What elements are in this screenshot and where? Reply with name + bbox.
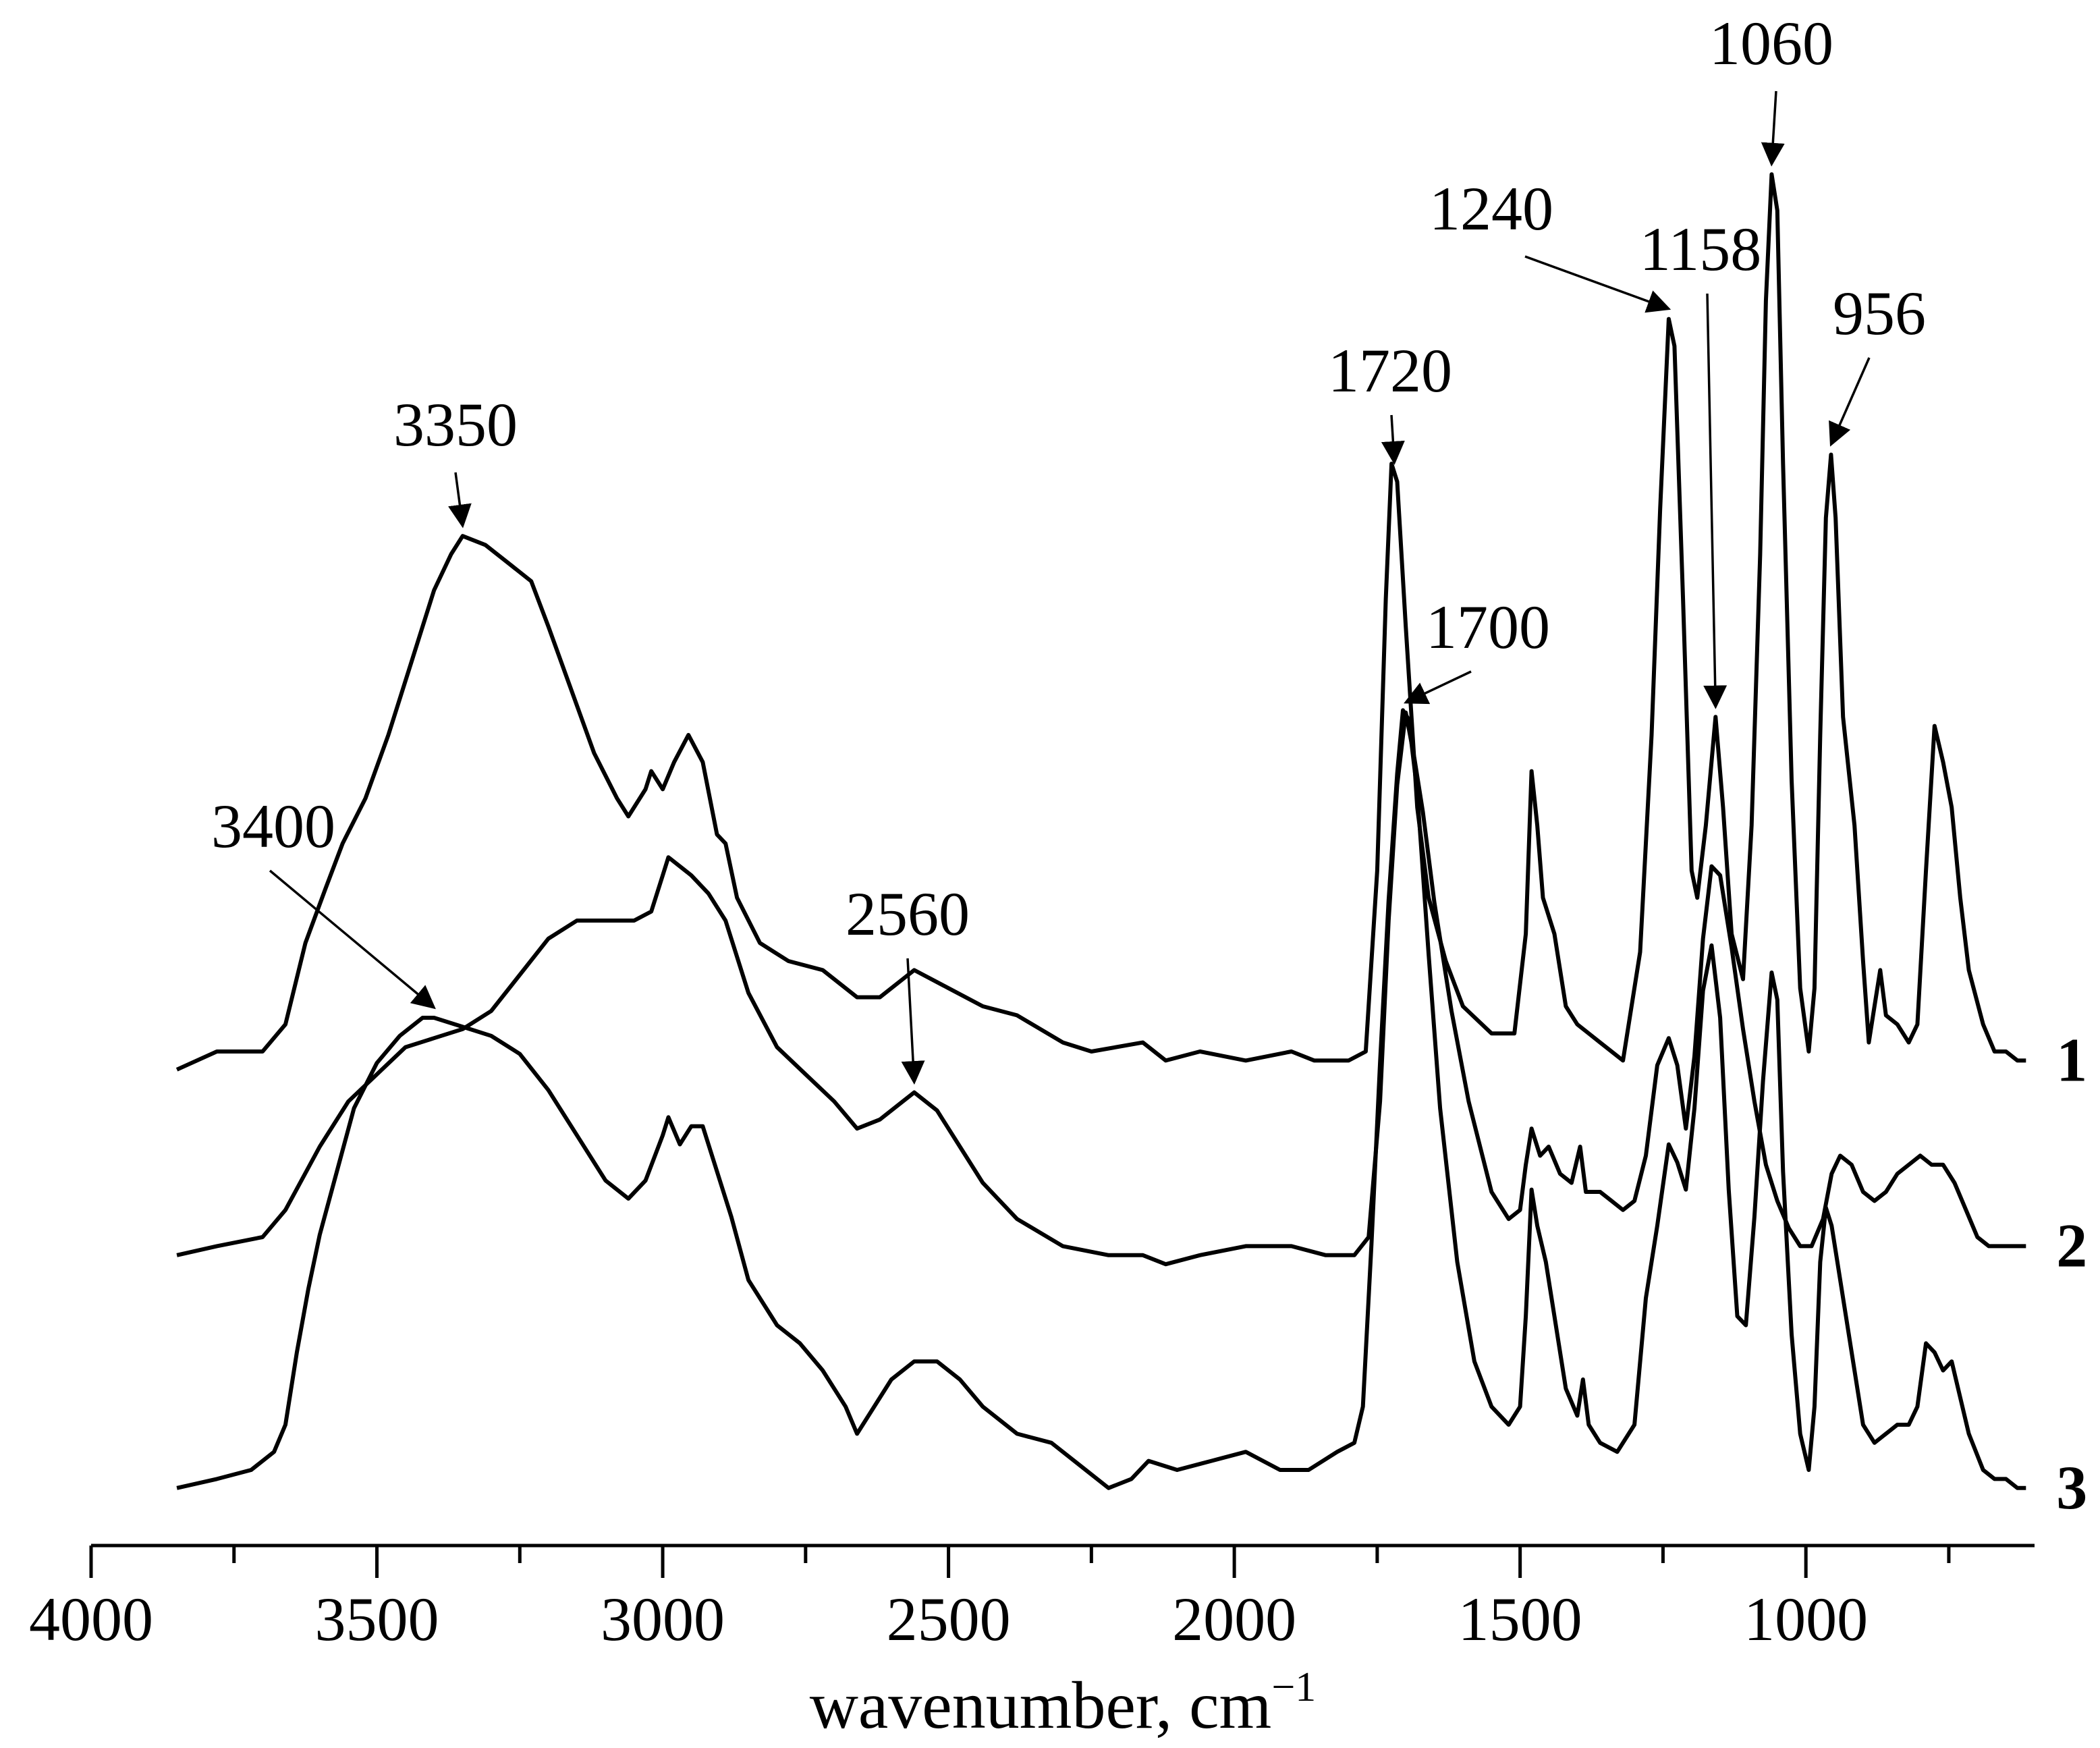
annotation-label-1158: 1158: [1640, 215, 1762, 283]
annotation-arrow-2560: [901, 958, 925, 1085]
series-2-label: 2: [2056, 1211, 2087, 1280]
annotation-label-3400: 3400: [211, 792, 335, 861]
annotation-arrow-1158: [1703, 293, 1728, 709]
series-3-line: [176, 708, 2026, 1490]
annotation-arrow-1720: [1381, 414, 1405, 465]
annotation-label-956: 956: [1833, 279, 1926, 348]
annotation-arrow-1060: [1761, 90, 1785, 167]
x-tick-label: 3000: [601, 1585, 725, 1654]
x-axis-title-superscript: −1: [1271, 1664, 1316, 1710]
x-tick-label: 2000: [1172, 1585, 1296, 1654]
series-1-line: [175, 172, 2026, 1072]
annotation-label-1060: 1060: [1709, 9, 1833, 78]
annotation-label-1700: 1700: [1426, 593, 1550, 661]
annotation-label-3350: 3350: [393, 390, 518, 459]
x-axis-title-text: wavenumber, cm: [810, 1668, 1272, 1743]
annotation-arrow-956: [1829, 357, 1871, 447]
series-1-label: 1: [2056, 1025, 2087, 1094]
x-axis-title: wavenumber, cm−1: [810, 1664, 1317, 1743]
annotation-layer: 3350 3400 2560 1720 1700 1240 1158 1060 956: [211, 9, 1926, 1085]
x-tick-label: 3500: [315, 1585, 439, 1654]
series-2-line: [176, 710, 2026, 1267]
x-axis: 4000 3500 3000 2500 2000 1500 1000 wavenumber,…: [29, 1544, 2035, 1743]
x-tick-label: 1500: [1458, 1585, 1582, 1654]
x-tick-label: 2500: [887, 1585, 1011, 1654]
x-tick-label: 1000: [1744, 1585, 1868, 1654]
series-3-label: 3: [2056, 1453, 2087, 1522]
x-tick-label: 4000: [29, 1585, 153, 1654]
annotation-label-2560: 2560: [846, 879, 970, 948]
annotation-arrow-1240: [1524, 255, 1671, 313]
annotation-label-1720: 1720: [1328, 336, 1452, 405]
annotation-arrow-3350: [448, 472, 472, 528]
series-layer: [175, 172, 2026, 1490]
x-ticks: 4000 3500 3000 2500 2000 1500 1000: [29, 1546, 1951, 1654]
annotation-arrow-1700: [1404, 670, 1472, 705]
annotation-label-1240: 1240: [1429, 174, 1553, 243]
annotation-arrow-3400: [269, 869, 436, 1010]
series-labels: 1 2 3: [2056, 1025, 2087, 1521]
